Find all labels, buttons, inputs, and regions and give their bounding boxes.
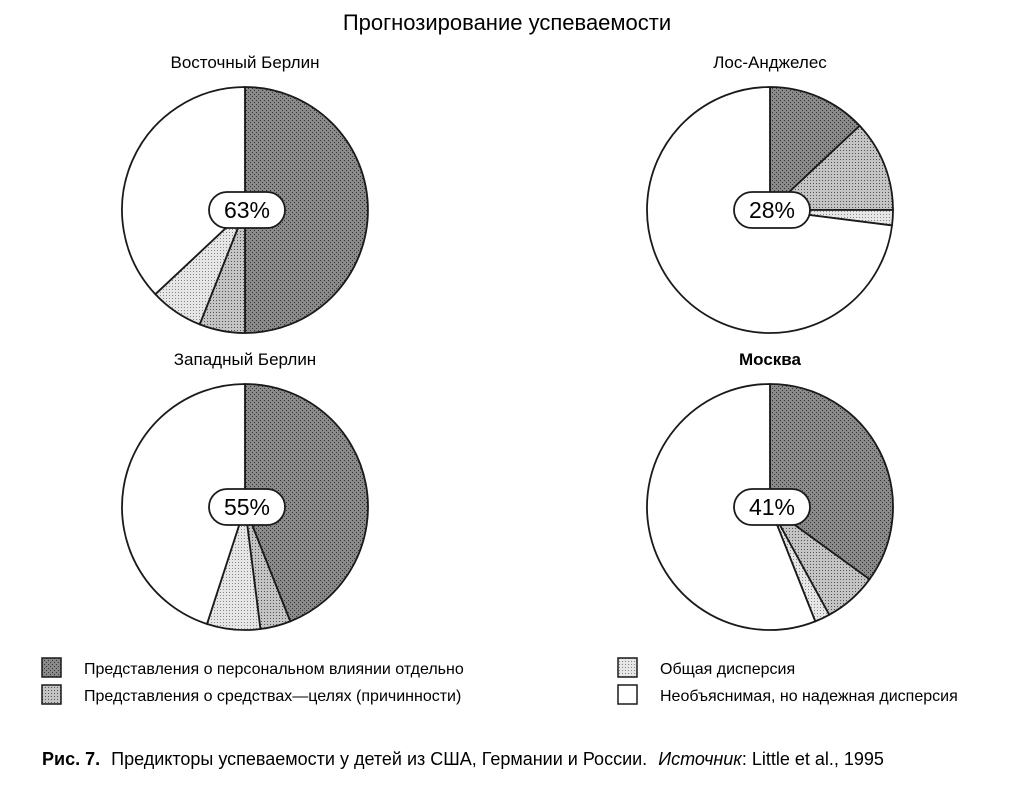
pie-title-east-berlin: Восточный Берлин xyxy=(171,53,320,72)
pie-slice-east-berlin-personal-influence xyxy=(244,86,369,334)
pie-title-los-angeles: Лос-Анджелес xyxy=(713,53,827,72)
legend-item-common-variance: Общая дисперсия xyxy=(617,657,795,678)
pie-badge-east-berlin xyxy=(208,191,286,229)
legend-swatch-common-variance xyxy=(617,657,638,678)
pie-slice-east-berlin-unexplained xyxy=(121,86,246,296)
legend-label-personal-influence: Представления о персональном влиянии отд… xyxy=(84,661,464,678)
pie-los-angeles: Лос-Анджелес 28% xyxy=(646,53,894,334)
pie-slice-moscow-personal-influence xyxy=(769,383,894,581)
caption-source: : Little et al., 1995 xyxy=(742,749,884,769)
caption-prefix: Рис. 7. xyxy=(42,749,100,769)
pie-slice-west-berlin-personal-influence xyxy=(244,383,369,623)
figure-caption: Рис. 7. Предикторы успеваемости у детей … xyxy=(42,749,884,769)
pie-badge-moscow xyxy=(733,488,811,526)
pie-percent-label-east-berlin: 63% xyxy=(224,197,270,223)
pie-percent-label-west-berlin: 55% xyxy=(224,494,270,520)
pie-badge-west-berlin xyxy=(208,488,286,526)
pie-title-west-berlin: Западный Берлин xyxy=(174,350,316,369)
legend-swatch-means-ends xyxy=(41,684,62,705)
legend-swatch-unexplained xyxy=(617,684,638,705)
pie-slice-los-angeles-means-ends xyxy=(769,124,894,211)
pie-percent-label-los-angeles: 28% xyxy=(749,197,795,223)
legend-item-unexplained: Необъяснимая, но надежная дисперсия xyxy=(617,684,958,705)
chart-title: Прогнозирование успеваемости xyxy=(343,10,671,35)
legend-item-personal-influence: Представления о персональном влиянии отд… xyxy=(41,657,464,678)
legend-label-means-ends: Представления о средствах—целях (причинн… xyxy=(84,688,461,705)
legend-swatch-personal-influence xyxy=(41,657,62,678)
pie-badge-los-angeles xyxy=(733,191,811,229)
pie-east-berlin: Восточный Берлин 63% xyxy=(121,53,369,334)
caption-source-label: Источник xyxy=(658,749,743,769)
pie-title-moscow: Москва xyxy=(739,350,802,369)
pie-percent-label-moscow: 41% xyxy=(749,494,795,520)
pie-west-berlin: Западный Берлин 55% xyxy=(121,350,369,631)
legend: Представления о персональном влиянии отд… xyxy=(41,657,958,705)
legend-item-means-ends: Представления о средствах—целях (причинн… xyxy=(41,684,461,705)
legend-label-unexplained: Необъяснимая, но надежная дисперсия xyxy=(660,688,958,705)
pie-slice-moscow-unexplained xyxy=(646,383,817,631)
pie-slice-los-angeles-personal-influence xyxy=(769,86,861,211)
pie-slice-west-berlin-unexplained xyxy=(121,383,246,625)
caption-text: Предикторы успеваемости у детей из США, … xyxy=(111,749,647,769)
legend-label-common-variance: Общая дисперсия xyxy=(660,661,795,678)
pie-moscow: Москва 41% xyxy=(646,350,894,631)
